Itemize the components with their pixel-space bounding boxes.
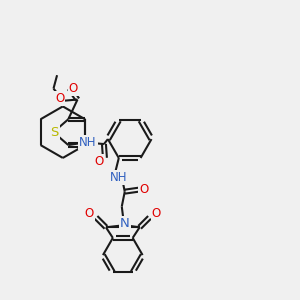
Text: O: O: [69, 82, 78, 95]
Text: NH: NH: [110, 171, 128, 184]
Text: N: N: [120, 217, 130, 230]
Text: O: O: [55, 92, 64, 105]
Text: O: O: [94, 155, 103, 168]
Text: O: O: [139, 183, 148, 196]
Text: O: O: [85, 207, 94, 220]
Text: S: S: [50, 126, 58, 139]
Text: NH: NH: [79, 136, 97, 148]
Text: O: O: [152, 207, 161, 220]
